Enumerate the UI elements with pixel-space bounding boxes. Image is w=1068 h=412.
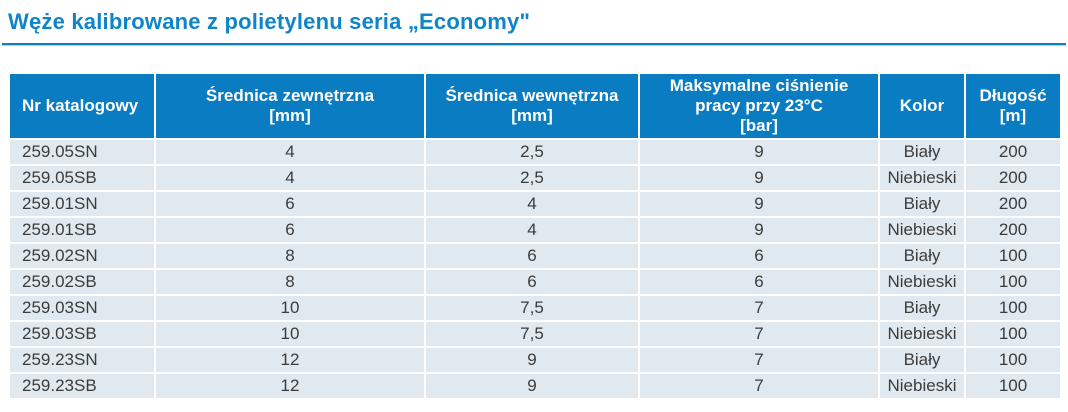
- table-cell: 9: [638, 138, 880, 166]
- table-cell: 7: [638, 320, 880, 348]
- table-cell: 9: [638, 164, 880, 192]
- table-cell: Biały: [878, 242, 966, 270]
- table-row: 259.05SB 4 2,5 9 Niebieski 200: [8, 164, 1062, 192]
- table-header-row: Nr katalogowy Średnica zewnętrzna [mm] Śre…: [8, 72, 1062, 140]
- header-cell: Nr katalogowy: [8, 72, 156, 140]
- table-cell: 259.03SN: [8, 294, 156, 322]
- table-cell: 200: [964, 216, 1062, 244]
- table-row: 259.02SB 8 6 6 Niebieski 100: [8, 268, 1062, 296]
- table-cell: 6: [638, 242, 880, 270]
- table-cell: 259.05SN: [8, 138, 156, 166]
- table-row: 259.23SN 12 9 7 Biały 100: [8, 346, 1062, 374]
- header-cell: Maksymalne ciśnienie pracy przy 23°C [ba…: [638, 72, 880, 140]
- table-cell: Niebieski: [878, 268, 966, 296]
- table-cell: 6: [424, 268, 640, 296]
- table-cell: 200: [964, 190, 1062, 218]
- table-cell: Biały: [878, 346, 966, 374]
- table-cell: 10: [154, 320, 426, 348]
- table-cell: 259.23SB: [8, 372, 156, 400]
- table-cell: Niebieski: [878, 320, 966, 348]
- table-cell: Biały: [878, 190, 966, 218]
- table-cell: 259.02SB: [8, 268, 156, 296]
- table-row: 259.03SB 10 7,5 7 Niebieski 100: [8, 320, 1062, 348]
- table-row: 259.02SN 8 6 6 Biały 100: [8, 242, 1062, 270]
- table-cell: 7,5: [424, 320, 640, 348]
- table-cell: 2,5: [424, 164, 640, 192]
- table-cell: 100: [964, 268, 1062, 296]
- table-cell: 4: [154, 138, 426, 166]
- table-cell: 200: [964, 138, 1062, 166]
- table-row: 259.01SB 6 4 9 Niebieski 200: [8, 216, 1062, 244]
- table-cell: 6: [154, 190, 426, 218]
- table-cell: 259.01SB: [8, 216, 156, 244]
- table-cell: 9: [424, 346, 640, 374]
- table-cell: 100: [964, 346, 1062, 374]
- table-body: 259.05SN 4 2,5 9 Biały 200 259.05SB 4 2,5 9 Niebie…: [8, 138, 1062, 400]
- table-row: 259.05SN 4 2,5 9 Biały 200: [8, 138, 1062, 166]
- table-cell: Biały: [878, 138, 966, 166]
- table-cell: 12: [154, 372, 426, 400]
- table-cell: 259.01SN: [8, 190, 156, 218]
- table-row: 259.23SB 12 9 7 Niebieski 100: [8, 372, 1062, 400]
- table-cell: 12: [154, 346, 426, 374]
- table-row: 259.01SN 6 4 9 Biały 200: [8, 190, 1062, 218]
- table-row: 259.03SN 10 7,5 7 Biały 100: [8, 294, 1062, 322]
- header-cell: Średnica wewnętrzna [mm]: [424, 72, 640, 140]
- table-cell: 259.02SN: [8, 242, 156, 270]
- table-cell: 6: [424, 242, 640, 270]
- hose-spec-table: Nr katalogowy Średnica zewnętrzna [mm] Śre…: [8, 72, 1062, 400]
- header-cell: Długość [m]: [964, 72, 1062, 140]
- title-underline: [2, 43, 1066, 46]
- table-cell: Biały: [878, 294, 966, 322]
- table-cell: 259.05SB: [8, 164, 156, 192]
- table-cell: 100: [964, 242, 1062, 270]
- header-cell: Średnica zewnętrzna [mm]: [154, 72, 426, 140]
- table-cell: 100: [964, 372, 1062, 400]
- table-cell: Niebieski: [878, 216, 966, 244]
- table-cell: 200: [964, 164, 1062, 192]
- table-cell: 7: [638, 294, 880, 322]
- table-cell: 7: [638, 346, 880, 374]
- table-cell: 6: [638, 268, 880, 296]
- table-cell: 9: [424, 372, 640, 400]
- table-cell: 7,5: [424, 294, 640, 322]
- table-cell: 9: [638, 190, 880, 218]
- header-cell: Kolor: [878, 72, 966, 140]
- table-cell: Niebieski: [878, 372, 966, 400]
- page-title: Węże kalibrowane z polietylenu seria „Ec…: [8, 9, 531, 34]
- table-cell: 259.23SN: [8, 346, 156, 374]
- table-cell: 9: [638, 216, 880, 244]
- table-cell: 259.03SB: [8, 320, 156, 348]
- table-cell: 8: [154, 242, 426, 270]
- table-cell: 2,5: [424, 138, 640, 166]
- table-cell: 100: [964, 320, 1062, 348]
- table-cell: 4: [424, 216, 640, 244]
- table-cell: 6: [154, 216, 426, 244]
- table-cell: 10: [154, 294, 426, 322]
- table-cell: Niebieski: [878, 164, 966, 192]
- table-cell: 8: [154, 268, 426, 296]
- table-cell: 4: [424, 190, 640, 218]
- table-cell: 7: [638, 372, 880, 400]
- table-cell: 100: [964, 294, 1062, 322]
- table-cell: 4: [154, 164, 426, 192]
